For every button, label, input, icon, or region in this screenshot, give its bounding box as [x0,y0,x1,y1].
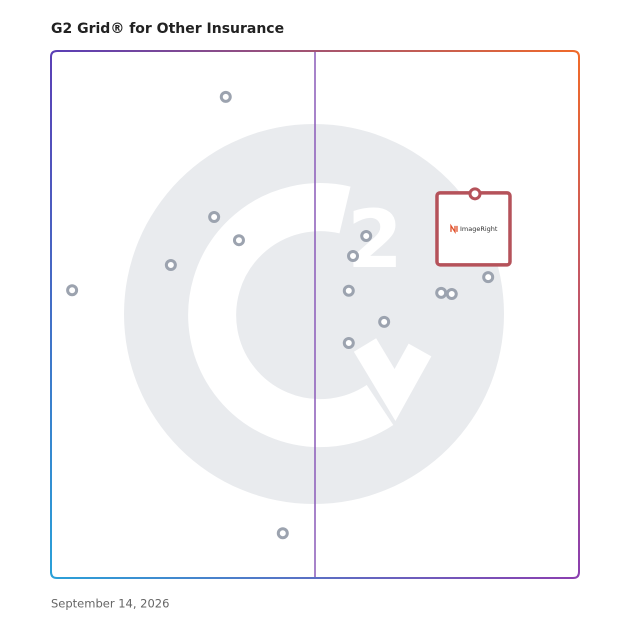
data-point [276,527,289,540]
data-point [66,284,79,297]
date-label: September 14, 2026 [51,597,169,611]
product-name: ImageRight [460,225,498,233]
chart-title: G2 Grid® for Other Insurance [51,21,284,37]
svg-text:2: 2 [347,193,403,286]
data-point [164,258,177,271]
data-point [360,229,373,242]
data-point [378,315,391,328]
data-point [342,284,355,297]
data-point [482,271,495,284]
product-logo-icon [450,223,458,234]
data-point [232,234,245,247]
data-point [208,211,221,224]
highlight-point [468,187,482,201]
data-point [445,287,458,300]
grid-border [50,50,580,579]
data-point [347,250,360,263]
data-point [342,336,355,349]
data-point [219,90,232,103]
data-point [435,286,448,299]
